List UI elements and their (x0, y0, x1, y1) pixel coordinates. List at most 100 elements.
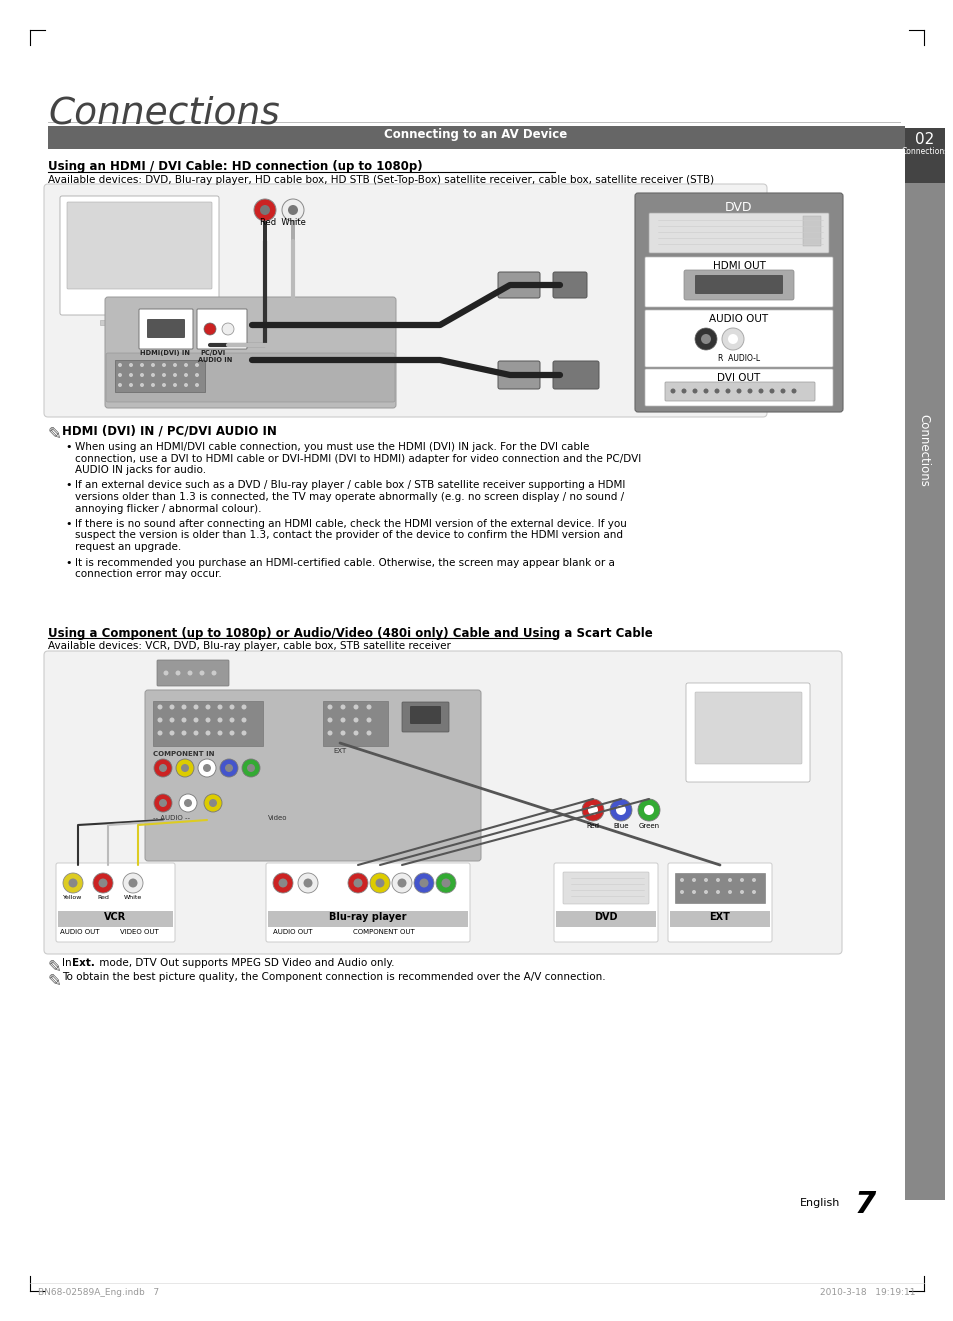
Circle shape (118, 383, 122, 387)
Circle shape (679, 890, 683, 894)
Text: VIDEO OUT: VIDEO OUT (120, 929, 158, 935)
FancyBboxPatch shape (410, 705, 440, 724)
Circle shape (129, 383, 132, 387)
Text: Red: Red (586, 823, 598, 830)
Text: AUDIO IN jacks for audio.: AUDIO IN jacks for audio. (75, 465, 206, 476)
Text: AUDIO OUT: AUDIO OUT (273, 929, 313, 935)
FancyBboxPatch shape (635, 193, 842, 412)
FancyBboxPatch shape (553, 272, 586, 299)
Text: versions older than 1.3 is connected, the TV may operate abnormally (e.g. no scr: versions older than 1.3 is connected, th… (75, 491, 623, 502)
Text: When using an HDMI/DVI cable connection, you must use the HDMI (DVI) IN jack. Fo: When using an HDMI/DVI cable connection,… (75, 443, 589, 452)
Circle shape (181, 731, 186, 736)
Circle shape (162, 373, 166, 376)
Circle shape (297, 873, 317, 893)
FancyBboxPatch shape (44, 651, 841, 954)
Circle shape (181, 704, 186, 709)
Circle shape (241, 704, 246, 709)
Circle shape (340, 717, 345, 723)
Circle shape (172, 383, 177, 387)
Circle shape (747, 388, 752, 394)
Text: suspect the version is older than 1.3, contact the provider of the device to con: suspect the version is older than 1.3, c… (75, 531, 622, 540)
Text: COMPONENT OUT: COMPONENT OUT (353, 929, 415, 935)
Text: EXT: EXT (333, 748, 346, 754)
Circle shape (205, 704, 211, 709)
Circle shape (163, 671, 169, 675)
FancyBboxPatch shape (648, 213, 828, 254)
Circle shape (727, 890, 731, 894)
Circle shape (643, 804, 654, 815)
FancyBboxPatch shape (157, 660, 229, 686)
Circle shape (253, 199, 275, 221)
Circle shape (692, 388, 697, 394)
Circle shape (203, 764, 211, 771)
Text: Yellow: Yellow (63, 896, 83, 900)
Text: ✎: ✎ (48, 972, 62, 989)
Text: PC/DVI: PC/DVI (200, 350, 225, 355)
FancyBboxPatch shape (695, 275, 782, 295)
FancyBboxPatch shape (497, 272, 539, 299)
FancyBboxPatch shape (106, 353, 395, 402)
Circle shape (354, 878, 362, 888)
FancyBboxPatch shape (56, 863, 174, 942)
Circle shape (225, 764, 233, 771)
Circle shape (230, 731, 234, 736)
Text: If an external device such as a DVD / Blu-ray player / cable box / STB satellite: If an external device such as a DVD / Bl… (75, 481, 625, 490)
Text: To obtain the best picture quality, the Component connection is recommended over: To obtain the best picture quality, the … (62, 972, 605, 982)
Circle shape (175, 760, 193, 777)
Circle shape (691, 890, 696, 894)
FancyBboxPatch shape (44, 184, 766, 417)
FancyBboxPatch shape (685, 683, 809, 782)
Circle shape (716, 890, 720, 894)
Circle shape (184, 799, 192, 807)
Circle shape (204, 324, 215, 336)
Circle shape (222, 324, 233, 336)
Text: HDMI(DVI) IN: HDMI(DVI) IN (140, 350, 190, 355)
Circle shape (327, 731, 333, 736)
Text: Red  White: Red White (260, 218, 306, 227)
Circle shape (209, 799, 216, 807)
Text: annoying flicker / abnormal colour).: annoying flicker / abnormal colour). (75, 503, 261, 514)
Circle shape (157, 717, 162, 723)
Circle shape (194, 383, 199, 387)
Circle shape (758, 388, 762, 394)
Circle shape (184, 363, 188, 367)
Circle shape (198, 760, 215, 777)
Circle shape (751, 878, 755, 882)
Text: •: • (65, 519, 71, 528)
Circle shape (679, 878, 683, 882)
Text: Video: Video (268, 815, 287, 820)
Circle shape (129, 363, 132, 367)
FancyBboxPatch shape (695, 692, 801, 764)
Circle shape (212, 671, 216, 675)
Circle shape (193, 717, 198, 723)
Bar (48, 125, 904, 149)
Circle shape (273, 873, 293, 893)
Bar (58, 911, 172, 927)
Bar (904, 128, 944, 184)
Circle shape (162, 383, 166, 387)
Circle shape (175, 671, 180, 675)
Text: mode, DTV Out supports MPEG SD Video and Audio only.: mode, DTV Out supports MPEG SD Video and… (96, 958, 395, 968)
FancyBboxPatch shape (683, 269, 793, 300)
Circle shape (181, 764, 189, 771)
Text: 2010-3-18   19:19:11: 2010-3-18 19:19:11 (820, 1288, 915, 1297)
Text: VCR: VCR (104, 911, 126, 922)
Text: Red: Red (97, 896, 109, 900)
Circle shape (724, 388, 730, 394)
Circle shape (194, 373, 199, 376)
Text: request an upgrade.: request an upgrade. (75, 542, 181, 552)
FancyBboxPatch shape (644, 369, 832, 406)
Circle shape (327, 717, 333, 723)
Circle shape (63, 873, 83, 893)
Circle shape (419, 878, 428, 888)
Circle shape (194, 363, 199, 367)
Circle shape (278, 878, 287, 888)
Text: BN68-02589A_Eng.indb   7: BN68-02589A_Eng.indb 7 (38, 1288, 159, 1297)
Text: EXT: EXT (709, 911, 730, 922)
Circle shape (217, 704, 222, 709)
Bar (904, 125, 944, 1199)
Text: Ext.: Ext. (71, 958, 94, 968)
FancyBboxPatch shape (323, 701, 388, 746)
Circle shape (217, 731, 222, 736)
Circle shape (247, 764, 254, 771)
